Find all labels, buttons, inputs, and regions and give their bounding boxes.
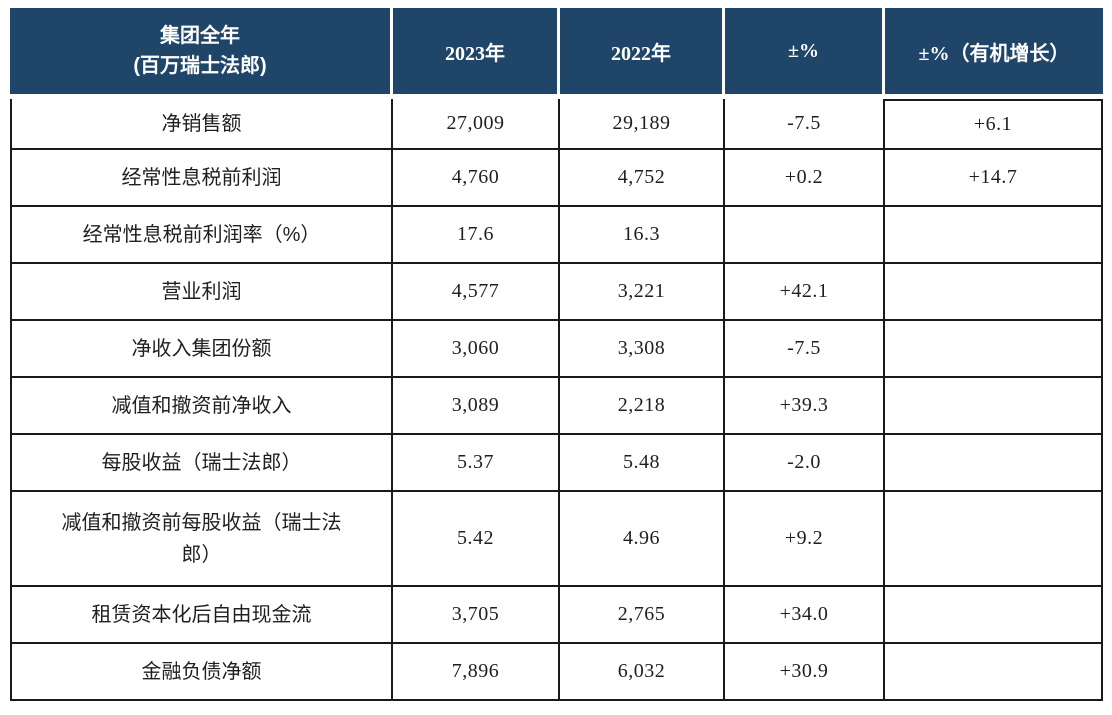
value-2022: 3,308 bbox=[560, 321, 725, 378]
value-2023: 4,760 bbox=[393, 150, 560, 207]
value-change-pct: -2.0 bbox=[725, 435, 885, 492]
table-row: 每股收益（瑞士法郎） 5.37 5.48 -2.0 bbox=[10, 435, 1103, 492]
value-organic-growth-pct bbox=[885, 644, 1103, 701]
value-2022: 29,189 bbox=[560, 99, 725, 150]
table-row: 净销售额 27,009 29,189 -7.5 +6.1 bbox=[10, 99, 1103, 150]
value-change-pct: +9.2 bbox=[725, 492, 885, 587]
table-row: 金融负债净额 7,896 6,032 +30.9 bbox=[10, 644, 1103, 701]
value-change-pct: -7.5 bbox=[725, 321, 885, 378]
value-change-pct: +34.0 bbox=[725, 587, 885, 644]
header-title-line2: (百万瑞士法郎) bbox=[133, 55, 267, 77]
value-change-pct: +42.1 bbox=[725, 264, 885, 321]
header-organic-growth-pct: ±%（有机增长） bbox=[885, 8, 1103, 99]
metric-label: 经常性息税前利润 bbox=[10, 150, 393, 207]
table-row: 减值和撤资前净收入 3,089 2,218 +39.3 bbox=[10, 378, 1103, 435]
value-change-pct: +0.2 bbox=[725, 150, 885, 207]
value-organic-growth-pct bbox=[885, 587, 1103, 644]
table-row: 经常性息税前利润率（%） 17.6 16.3 bbox=[10, 207, 1103, 264]
value-2023: 3,705 bbox=[393, 587, 560, 644]
value-change-pct: +30.9 bbox=[725, 644, 885, 701]
value-2023: 3,089 bbox=[393, 378, 560, 435]
value-2023: 17.6 bbox=[393, 207, 560, 264]
value-organic-growth-pct bbox=[885, 435, 1103, 492]
table-row: 营业利润 4,577 3,221 +42.1 bbox=[10, 264, 1103, 321]
value-2023: 5.37 bbox=[393, 435, 560, 492]
value-2023: 27,009 bbox=[393, 99, 560, 150]
table-body: 净销售额 27,009 29,189 -7.5 +6.1 经常性息税前利润 4,… bbox=[10, 99, 1103, 701]
table-row: 减值和撤资前每股收益（瑞士法郎） 5.42 4.96 +9.2 bbox=[10, 492, 1103, 587]
metric-label: 每股收益（瑞士法郎） bbox=[10, 435, 393, 492]
value-2023: 4,577 bbox=[393, 264, 560, 321]
value-2022: 2,765 bbox=[560, 587, 725, 644]
table-row: 经常性息税前利润 4,760 4,752 +0.2 +14.7 bbox=[10, 150, 1103, 207]
value-2022: 6,032 bbox=[560, 644, 725, 701]
metric-label: 减值和撤资前每股收益（瑞士法郎） bbox=[10, 492, 393, 587]
header-change-pct: ±% bbox=[725, 8, 885, 99]
header-title-line1: 集团全年 bbox=[160, 25, 240, 47]
value-2022: 5.48 bbox=[560, 435, 725, 492]
value-change-pct: -7.5 bbox=[725, 99, 885, 150]
value-2022: 2,218 bbox=[560, 378, 725, 435]
metric-label: 租赁资本化后自由现金流 bbox=[10, 587, 393, 644]
value-organic-growth-pct: +6.1 bbox=[885, 99, 1103, 150]
table-header-row: 集团全年 (百万瑞士法郎) 2023年 2022年 ±% ±%（有机增长） bbox=[10, 8, 1103, 99]
header-year-2022: 2022年 bbox=[560, 8, 725, 99]
metric-label: 经常性息税前利润率（%） bbox=[10, 207, 393, 264]
value-change-pct: +39.3 bbox=[725, 378, 885, 435]
table-row: 净收入集团份额 3,060 3,308 -7.5 bbox=[10, 321, 1103, 378]
value-2022: 3,221 bbox=[560, 264, 725, 321]
value-2022: 4.96 bbox=[560, 492, 725, 587]
metric-label: 营业利润 bbox=[10, 264, 393, 321]
table-row: 租赁资本化后自由现金流 3,705 2,765 +34.0 bbox=[10, 587, 1103, 644]
header-year-2023: 2023年 bbox=[393, 8, 560, 99]
value-2023: 5.42 bbox=[393, 492, 560, 587]
value-organic-growth-pct: +14.7 bbox=[885, 150, 1103, 207]
value-2022: 16.3 bbox=[560, 207, 725, 264]
metric-label: 净收入集团份额 bbox=[10, 321, 393, 378]
value-organic-growth-pct bbox=[885, 264, 1103, 321]
value-2022: 4,752 bbox=[560, 150, 725, 207]
value-organic-growth-pct bbox=[885, 378, 1103, 435]
metric-label: 减值和撤资前净收入 bbox=[10, 378, 393, 435]
value-2023: 7,896 bbox=[393, 644, 560, 701]
value-organic-growth-pct bbox=[885, 492, 1103, 587]
value-2023: 3,060 bbox=[393, 321, 560, 378]
value-change-pct bbox=[725, 207, 885, 264]
value-organic-growth-pct bbox=[885, 321, 1103, 378]
metric-label: 净销售额 bbox=[10, 99, 393, 150]
group-financial-summary-table: 集团全年 (百万瑞士法郎) 2023年 2022年 ±% ±%（有机增长） 净销… bbox=[10, 8, 1103, 701]
value-organic-growth-pct bbox=[885, 207, 1103, 264]
document-page: 集团全年 (百万瑞士法郎) 2023年 2022年 ±% ±%（有机增长） 净销… bbox=[0, 8, 1112, 715]
header-metric-column: 集团全年 (百万瑞士法郎) bbox=[10, 8, 393, 99]
metric-label: 金融负债净额 bbox=[10, 644, 393, 701]
